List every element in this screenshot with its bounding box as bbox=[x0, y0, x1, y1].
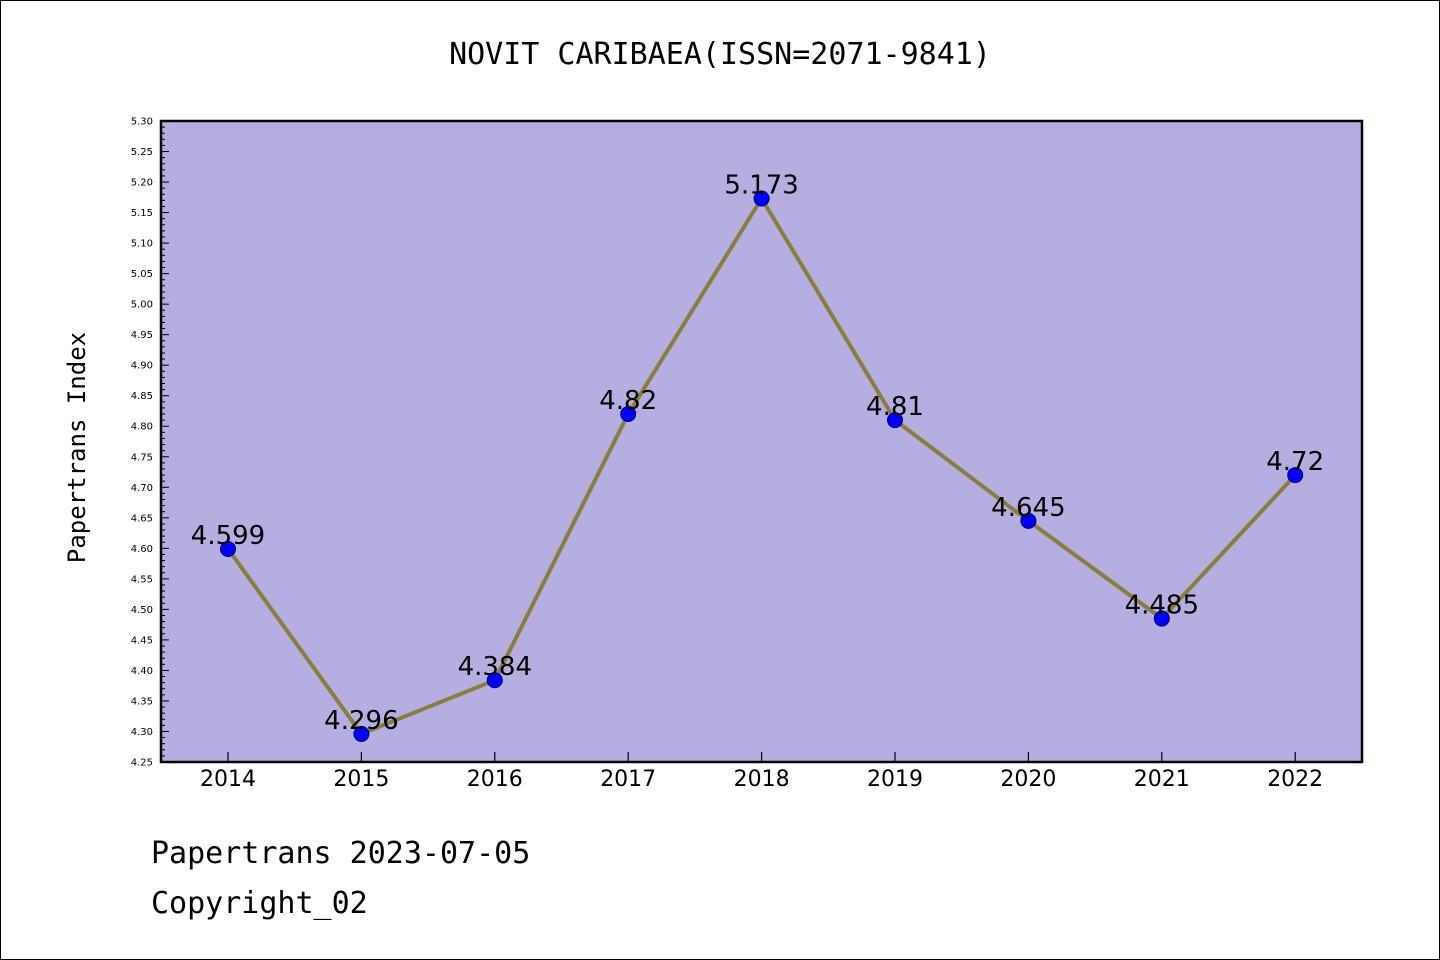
data-point bbox=[220, 540, 236, 557]
y-tick-label: 5.30 bbox=[131, 117, 153, 128]
data-point bbox=[353, 725, 370, 742]
x-tick-label: 2017 bbox=[600, 767, 656, 792]
y-tick-label: 4.65 bbox=[131, 513, 153, 524]
footer-copyright: Copyright_02 bbox=[151, 886, 368, 921]
y-tick-label: 4.35 bbox=[131, 696, 153, 707]
data-label: 4.296 bbox=[324, 706, 398, 736]
y-tick-label: 4.55 bbox=[131, 574, 153, 585]
y-axis-title: Papertrans Index bbox=[63, 332, 91, 563]
x-tick-label: 2015 bbox=[333, 767, 389, 792]
data-point bbox=[1153, 610, 1170, 627]
data-point bbox=[486, 672, 503, 689]
y-tick-label: 4.85 bbox=[131, 391, 153, 402]
data-label: 4.645 bbox=[991, 493, 1065, 523]
data-label: 4.82 bbox=[599, 386, 657, 416]
x-tick-label: 2019 bbox=[867, 767, 923, 792]
y-tick-label: 4.95 bbox=[131, 330, 153, 341]
y-tick-label: 5.15 bbox=[131, 208, 153, 219]
data-label: 4.384 bbox=[458, 652, 532, 682]
y-tick-label: 4.30 bbox=[131, 727, 153, 738]
y-tick-label: 5.10 bbox=[131, 239, 153, 250]
y-tick-label: 4.70 bbox=[131, 483, 153, 494]
y-tick-label: 4.60 bbox=[131, 544, 153, 555]
x-tick-label: 2021 bbox=[1134, 767, 1190, 792]
data-label: 5.173 bbox=[724, 171, 798, 201]
data-label: 4.72 bbox=[1266, 447, 1324, 477]
x-tick-label: 2020 bbox=[1000, 767, 1056, 792]
y-tick-label: 4.25 bbox=[131, 758, 153, 769]
footer-date: Papertrans 2023-07-05 bbox=[151, 836, 531, 871]
plot-area bbox=[161, 121, 1362, 762]
data-point bbox=[887, 412, 903, 429]
data-label: 4.485 bbox=[1125, 591, 1199, 621]
y-tick-label: 5.00 bbox=[131, 300, 153, 311]
y-tick-label: 4.75 bbox=[131, 452, 153, 463]
y-tick-label: 4.80 bbox=[131, 422, 153, 433]
x-tick-label: 2016 bbox=[467, 767, 523, 792]
data-label: 4.599 bbox=[191, 521, 265, 551]
y-tick-label: 4.90 bbox=[131, 361, 153, 372]
plot-frame bbox=[159, 119, 1364, 764]
data-point bbox=[620, 406, 637, 423]
chart-title: NOVIT CARIBAEA(ISSN=2071-9841) bbox=[449, 37, 991, 72]
x-tick-label: 2018 bbox=[734, 767, 790, 792]
y-tick-label: 5.05 bbox=[131, 269, 153, 280]
y-tick-label: 5.25 bbox=[131, 147, 153, 158]
data-label: 4.81 bbox=[866, 392, 924, 422]
y-tick-label: 4.45 bbox=[131, 635, 153, 646]
x-tick-label: 2014 bbox=[200, 767, 256, 792]
y-tick-label: 4.50 bbox=[131, 605, 153, 616]
y-tick-label: 5.20 bbox=[131, 178, 153, 189]
y-tick-label: 4.40 bbox=[131, 666, 153, 677]
data-point bbox=[1020, 512, 1037, 529]
data-point bbox=[1287, 467, 1304, 484]
data-point bbox=[753, 190, 770, 207]
x-tick-label: 2022 bbox=[1267, 767, 1323, 792]
